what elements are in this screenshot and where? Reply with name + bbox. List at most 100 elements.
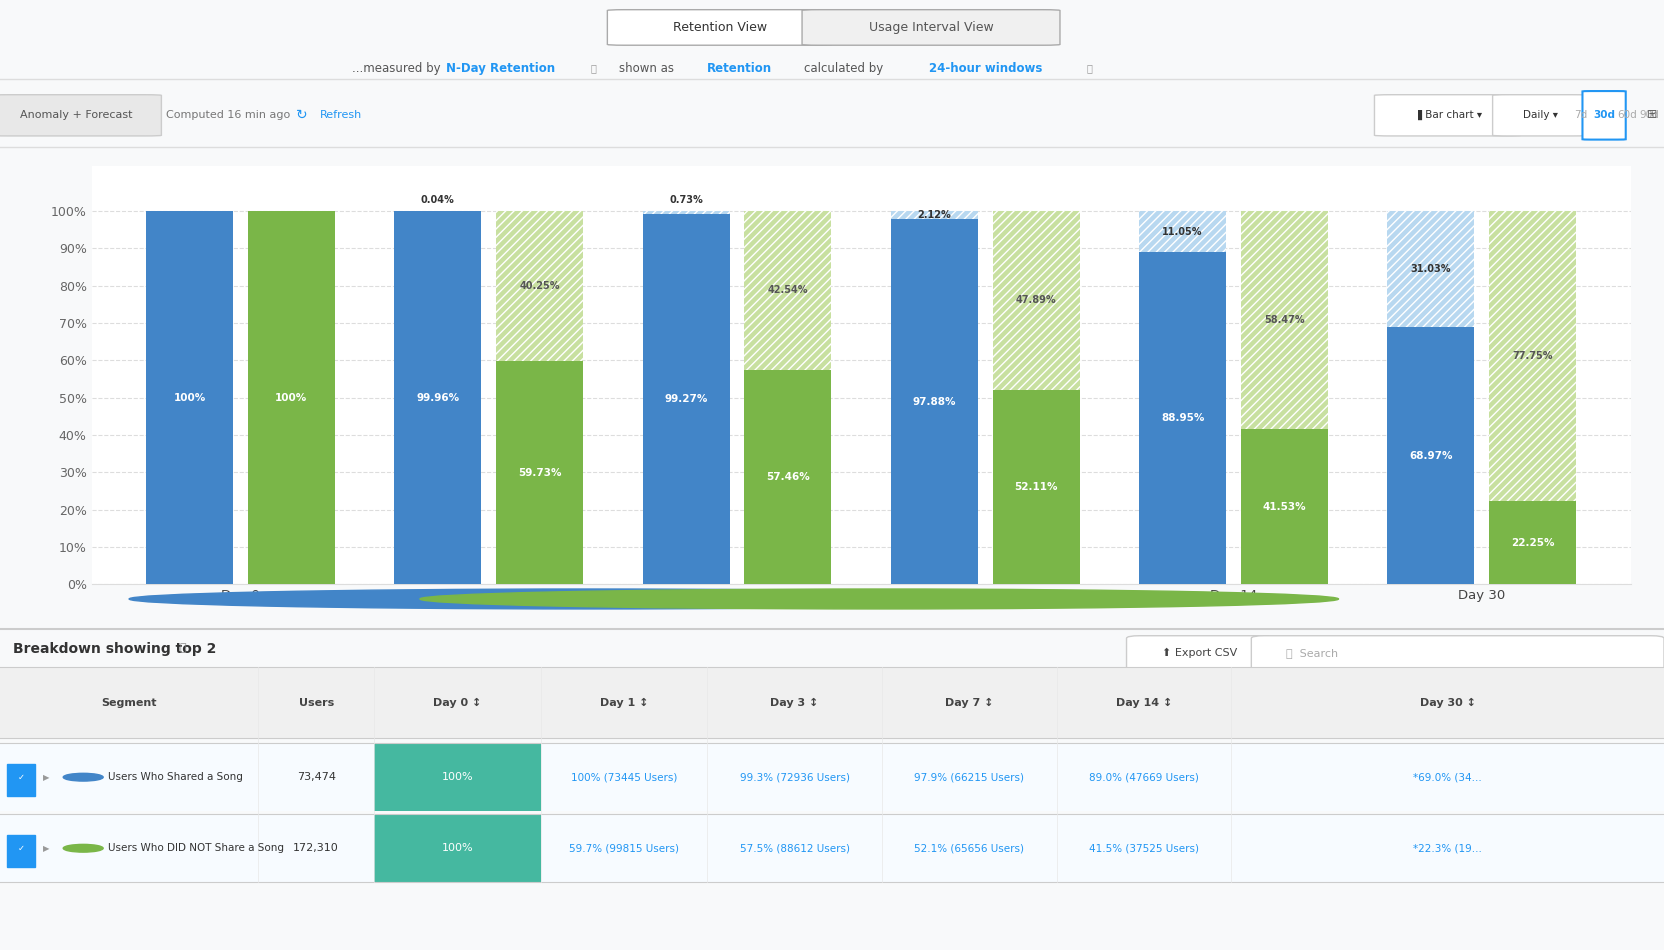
Text: 47.89%: 47.89%	[1015, 295, 1057, 305]
Bar	[146, 211, 233, 584]
Bar	[1489, 211, 1576, 502]
Text: 1: 1	[80, 772, 87, 782]
Text: N-Day Retention: N-Day Retention	[446, 62, 556, 75]
Text: ✓: ✓	[17, 772, 25, 782]
Text: 57.5% (88612 Users): 57.5% (88612 Users)	[739, 844, 850, 853]
Text: Users Who Shared a Song: Users Who Shared a Song	[108, 772, 243, 782]
Bar	[496, 361, 582, 584]
Text: Day 30 ↕: Day 30 ↕	[1419, 698, 1476, 708]
Bar	[642, 211, 729, 214]
Text: Refresh: Refresh	[319, 109, 361, 120]
Text: 59.73%: 59.73%	[518, 467, 561, 478]
Text: ⓘ: ⓘ	[180, 643, 186, 653]
Text: 99.27%: 99.27%	[664, 394, 707, 404]
Text: 90d: 90d	[1639, 109, 1659, 120]
Text: ...measured by: ...measured by	[353, 62, 441, 75]
Bar	[642, 214, 729, 584]
Text: 42.54%: 42.54%	[767, 285, 809, 295]
Text: 100%: 100%	[441, 772, 474, 782]
Text: ▶: ▶	[43, 772, 50, 782]
Text: Retention: Retention	[707, 62, 772, 75]
Text: 1: 1	[589, 594, 596, 604]
Text: Day 7 ↕: Day 7 ↕	[945, 698, 993, 708]
Bar	[1140, 253, 1226, 584]
Text: 172,310: 172,310	[293, 844, 339, 853]
FancyBboxPatch shape	[1251, 636, 1664, 670]
Text: Users Who Shared a Song: Users Who Shared a Song	[611, 593, 774, 605]
Bar	[1241, 429, 1328, 584]
Text: Computed 16 min ago: Computed 16 min ago	[166, 109, 291, 120]
Text: 🔍  Search: 🔍 Search	[1286, 648, 1338, 657]
Text: Breakdown showing top 2: Breakdown showing top 2	[13, 641, 216, 655]
Bar	[890, 211, 978, 218]
Text: 2: 2	[80, 844, 87, 853]
Text: Day 3 ↕: Day 3 ↕	[770, 698, 819, 708]
Bar	[890, 218, 978, 584]
Bar	[1489, 502, 1576, 584]
Text: 31.03%: 31.03%	[1411, 264, 1451, 274]
Text: 99.96%: 99.96%	[416, 392, 459, 403]
Text: 52.11%: 52.11%	[1015, 482, 1058, 492]
FancyBboxPatch shape	[1493, 95, 1589, 136]
Circle shape	[63, 773, 103, 781]
Bar	[7, 764, 35, 796]
Text: 68.97%: 68.97%	[1409, 450, 1453, 461]
FancyBboxPatch shape	[802, 10, 1060, 46]
Text: 2: 2	[880, 594, 887, 604]
Bar	[248, 211, 334, 584]
FancyBboxPatch shape	[0, 95, 161, 136]
Text: 0.04%: 0.04%	[421, 196, 454, 205]
Text: 58.47%: 58.47%	[1265, 315, 1305, 325]
Text: 100% (73445 Users): 100% (73445 Users)	[571, 772, 677, 782]
Text: 99.3% (72936 Users): 99.3% (72936 Users)	[739, 772, 850, 782]
Circle shape	[63, 845, 103, 852]
Bar	[394, 211, 481, 584]
FancyBboxPatch shape	[607, 10, 832, 46]
Text: ↻: ↻	[296, 107, 313, 122]
Bar	[374, 743, 541, 811]
Text: 52.1% (65656 Users): 52.1% (65656 Users)	[914, 844, 1025, 853]
Text: Anomaly + Forecast: Anomaly + Forecast	[20, 109, 133, 120]
Bar	[7, 835, 35, 867]
Text: ▐ Bar chart ▾: ▐ Bar chart ▾	[1414, 109, 1481, 120]
Text: 73,474: 73,474	[296, 772, 336, 782]
Bar	[0, 667, 1664, 738]
FancyBboxPatch shape	[1582, 91, 1626, 140]
Text: calculated by: calculated by	[804, 62, 884, 75]
Text: 11.05%: 11.05%	[1163, 227, 1203, 237]
Text: *69.0% (34...: *69.0% (34...	[1413, 772, 1483, 782]
Text: Day 0 ↕: Day 0 ↕	[433, 698, 483, 708]
Bar	[496, 211, 582, 361]
Text: 100%: 100%	[173, 392, 206, 403]
Bar	[993, 211, 1080, 390]
Bar	[744, 211, 832, 370]
Text: 40.25%: 40.25%	[519, 281, 559, 292]
Text: 59.7% (99815 Users): 59.7% (99815 Users)	[569, 844, 679, 853]
Text: ✓: ✓	[17, 844, 25, 853]
Text: Users Who DID NOT Share a Song: Users Who DID NOT Share a Song	[902, 593, 1115, 605]
Text: 60d: 60d	[1617, 109, 1637, 120]
Text: 57.46%: 57.46%	[765, 472, 810, 482]
Text: ▶: ▶	[43, 844, 50, 853]
FancyBboxPatch shape	[1127, 636, 1273, 670]
Text: Users Who DID NOT Share a Song: Users Who DID NOT Share a Song	[108, 844, 285, 853]
Bar	[1241, 211, 1328, 429]
Text: 77.75%: 77.75%	[1513, 352, 1553, 361]
Bar	[744, 370, 832, 584]
Circle shape	[419, 589, 1338, 609]
Bar	[1388, 327, 1474, 584]
Text: Day 1 ↕: Day 1 ↕	[599, 698, 649, 708]
Text: Segment: Segment	[102, 698, 156, 708]
Text: 0.73%: 0.73%	[669, 196, 702, 205]
Text: ⓘ: ⓘ	[591, 64, 597, 74]
Bar	[374, 814, 541, 883]
FancyBboxPatch shape	[1374, 95, 1521, 136]
Bar	[0, 814, 1664, 883]
Text: shown as: shown as	[619, 62, 674, 75]
Bar	[993, 390, 1080, 584]
Text: 30d: 30d	[1592, 109, 1616, 120]
Text: Users: Users	[298, 698, 334, 708]
Text: 100%: 100%	[441, 844, 474, 853]
Text: Daily ▾: Daily ▾	[1523, 109, 1559, 120]
Bar	[1140, 211, 1226, 253]
